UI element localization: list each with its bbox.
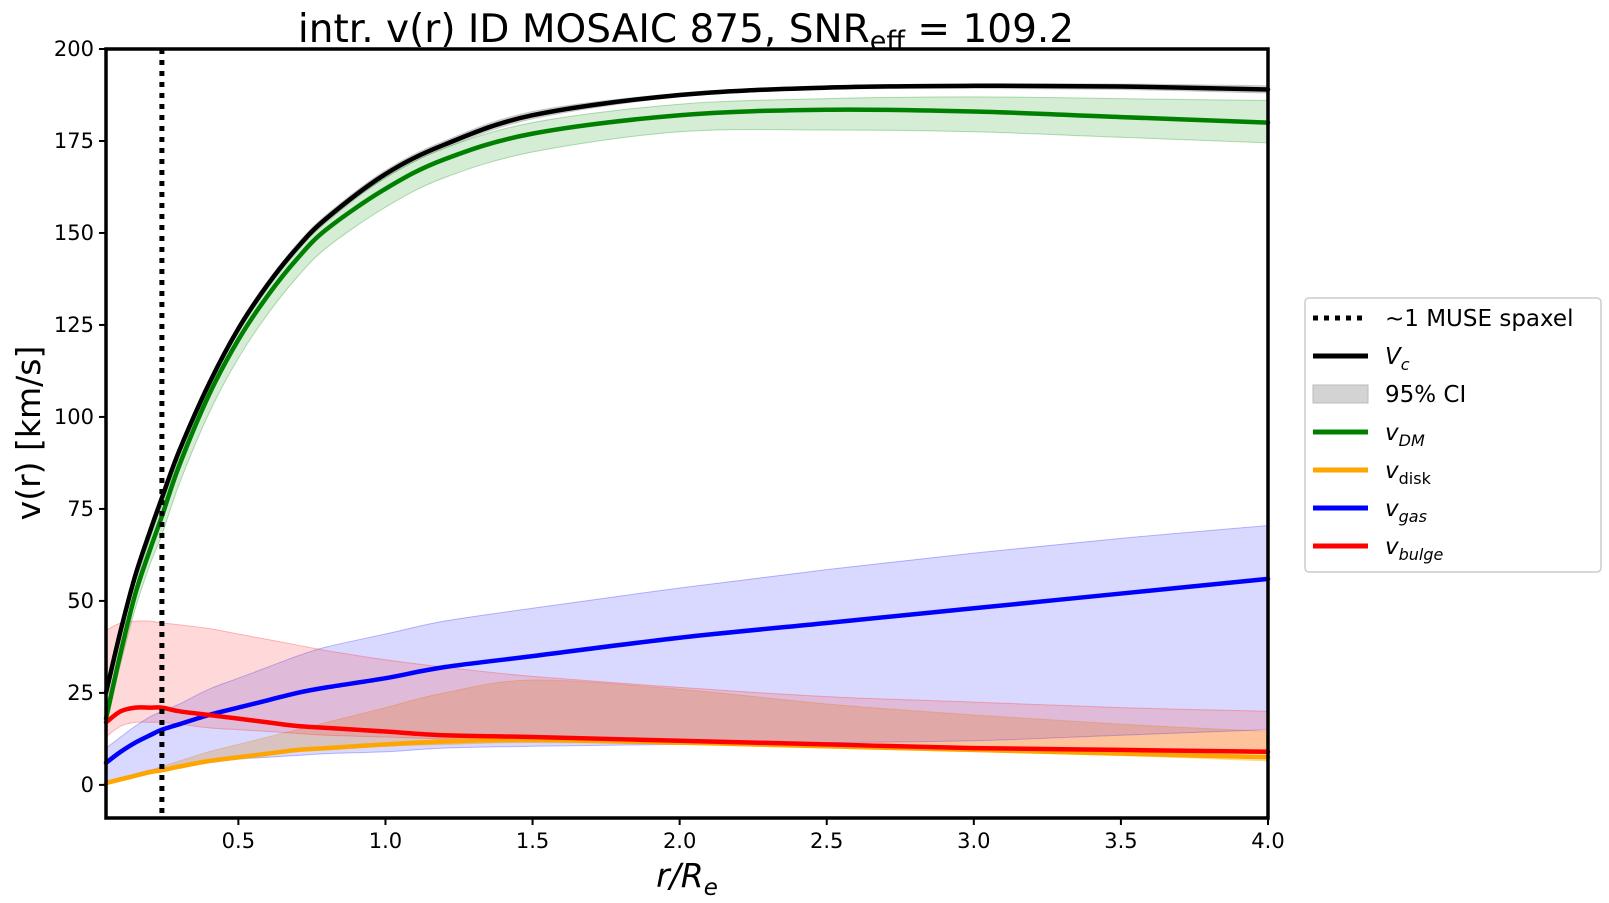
x-tick-label: 3.0 [957, 829, 990, 853]
x-tick-label: 1.0 [369, 829, 402, 853]
legend-label-bulge: vbulge [1385, 534, 1444, 564]
y-axis-label: v(r) [km/s] [9, 346, 48, 521]
legend-label-vc: Vc [1385, 344, 1410, 374]
x-tick-label: 3.5 [1104, 829, 1137, 853]
y-tick-label: 125 [54, 313, 94, 337]
chart-title-value: = 109.2 [905, 7, 1074, 52]
x-axis-ticks: 0.5 1.0 1.5 2.0 2.5 3.0 3.5 4.0 [222, 818, 1285, 853]
y-tick-label: 200 [54, 37, 94, 61]
legend-label-gas: vgas [1385, 496, 1427, 526]
x-axis-label-var: r/R [656, 856, 704, 895]
x-tick-label: 1.5 [516, 829, 549, 853]
chart-title: intr. v(r) ID MOSAIC 875, SNReff = 109.2 [298, 7, 1074, 57]
x-tick-label: 2.0 [663, 829, 696, 853]
chart-title-main: intr. v(r) ID MOSAIC 875, SNR [298, 7, 870, 52]
series-lines [103, 83, 1271, 786]
series-line-DM [103, 107, 1271, 721]
y-tick-label: 150 [54, 221, 94, 245]
legend-label-muse-spaxel: ~1 MUSE spaxel [1385, 306, 1573, 332]
x-tick-label: 2.5 [810, 829, 843, 853]
y-axis-ticks: 0 25 50 75 100 125 150 175 200 [54, 37, 106, 797]
legend-label-DM: vDM [1385, 420, 1425, 450]
y-tick-label: 0 [81, 773, 94, 797]
legend-label-ci: 95% CI [1385, 382, 1466, 408]
legend: ~1 MUSE spaxel Vc 95% CI vDM vdisk vgas vbulge [1304, 297, 1602, 573]
x-axis-label-sub: e [704, 875, 718, 901]
series-line-bulge [103, 705, 1271, 755]
legend-box [1304, 297, 1602, 573]
x-axis-label: r/Re [656, 856, 718, 901]
series-line-c [103, 83, 1271, 696]
y-tick-label: 100 [54, 405, 94, 429]
legend-label-disk: vdisk [1385, 458, 1432, 488]
series-line-gas [103, 576, 1271, 766]
y-tick-label: 175 [54, 129, 94, 153]
y-tick-label: 50 [67, 589, 94, 613]
x-tick-label: 0.5 [222, 829, 255, 853]
y-tick-label: 75 [67, 497, 94, 521]
y-tick-label: 25 [67, 681, 94, 705]
plot-frame [104, 47, 1270, 820]
x-tick-label: 4.0 [1251, 829, 1284, 853]
legend-swatch-ci [1312, 384, 1369, 404]
chart-title-subscript: eff [870, 26, 907, 57]
confidence-bands [105, 83, 1269, 785]
